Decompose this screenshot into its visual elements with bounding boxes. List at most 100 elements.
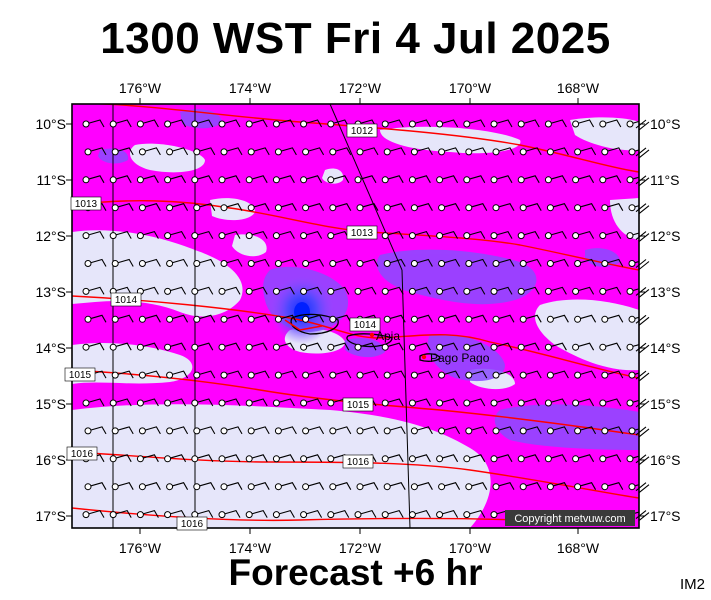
wind-barb: [302, 482, 325, 491]
lat-label: 12°S: [35, 228, 66, 244]
wind-barb: [601, 258, 624, 267]
wind-barb: [220, 147, 243, 156]
svg-text:1014: 1014: [354, 320, 377, 331]
wind-barb: [463, 342, 486, 351]
wind-barb: [82, 175, 105, 184]
wind-barb: [599, 398, 622, 407]
wind-barb: [381, 342, 404, 351]
wind-barb: [463, 119, 486, 128]
wind-barb: [272, 286, 295, 295]
wind-barb: [302, 258, 325, 267]
lon-label: 174°W: [229, 80, 272, 96]
lon-label: 172°W: [339, 80, 382, 96]
edge-wind-barb: [635, 482, 650, 494]
wind-barb: [166, 482, 189, 491]
wind-barb: [164, 509, 187, 519]
wind-barb: [138, 482, 161, 491]
wind-barb: [109, 342, 132, 351]
wind-barb: [544, 119, 567, 128]
wind-barb: [109, 509, 132, 519]
wind-barb: [193, 482, 216, 491]
lat-labels-left: 10°S 11°S 12°S 13°S 14°S 15°S 16°S 17°S: [35, 116, 66, 524]
wind-barb: [463, 454, 486, 463]
wind-barb: [465, 147, 488, 156]
wind-barb: [218, 286, 241, 295]
wind-barb: [490, 175, 513, 184]
wind-barb: [572, 230, 595, 240]
wind-barb: [574, 258, 597, 267]
wind-barb: [193, 258, 216, 267]
wind-barb: [436, 175, 459, 184]
isobar-label: 1015: [342, 397, 374, 412]
wind-barb: [245, 230, 268, 240]
wind-barb: [136, 342, 159, 351]
wind-barb: [436, 286, 459, 295]
wind-barb: [82, 398, 105, 407]
lon-label: 176°W: [119, 540, 162, 556]
wind-barb: [408, 398, 431, 407]
wind-barb: [438, 314, 461, 323]
wind-barb: [408, 454, 431, 463]
wind-barb: [544, 342, 567, 351]
lon-label: 168°W: [557, 540, 600, 556]
wind-barb: [628, 315, 639, 323]
wind-barb: [329, 482, 352, 491]
wind-barb: [272, 230, 295, 240]
wind-barb: [519, 147, 542, 156]
wind-barb: [138, 314, 161, 323]
wind-barb: [274, 147, 297, 156]
wind-barb: [193, 314, 216, 323]
wind-barb: [599, 454, 622, 463]
wind-barb: [410, 147, 433, 156]
wind-barb: [436, 454, 459, 463]
wind-barb: [436, 509, 459, 519]
wind-barb: [245, 286, 268, 295]
wind-barb: [274, 426, 297, 435]
lat-label: 13°S: [35, 284, 66, 300]
wind-barb: [574, 147, 597, 156]
svg-text:1013: 1013: [75, 199, 98, 210]
wind-barb: [381, 509, 404, 519]
wind-barb: [82, 286, 105, 295]
isobar-label: 1013: [70, 196, 102, 211]
wind-barb: [572, 119, 595, 128]
wind-barb: [82, 342, 105, 351]
wind-barb: [436, 119, 459, 128]
wind-barb: [546, 482, 569, 491]
wind-barb: [517, 398, 540, 407]
wind-barb: [111, 147, 134, 156]
wind-barb: [300, 119, 323, 128]
wind-barb: [191, 230, 214, 240]
wind-barb: [381, 454, 404, 463]
copyright-text: Copyright metvuw.com: [514, 513, 625, 525]
map-frame: [71, 103, 640, 529]
isobar-label: 1014: [110, 292, 142, 307]
lon-label: 170°W: [449, 80, 492, 96]
lat-label: 10°S: [35, 116, 66, 132]
wind-barb: [218, 230, 241, 240]
wind-barb: [245, 454, 268, 463]
copyright-box: [505, 510, 635, 526]
wind-barbs: [82, 119, 639, 519]
wind-barb: [136, 175, 159, 184]
wind-barb: [408, 175, 431, 184]
wind-barb: [356, 482, 379, 491]
wind-barb: [383, 482, 406, 491]
lat-label: 17°S: [35, 508, 66, 524]
wind-barb: [220, 203, 243, 212]
wind-barb: [463, 230, 486, 240]
wind-barb: [109, 398, 132, 407]
edge-wind-barb: [635, 259, 650, 270]
wind-barb: [436, 398, 459, 407]
wind-barb: [109, 175, 132, 184]
wind-barb: [354, 509, 377, 519]
apia-label: Apia: [376, 329, 400, 343]
wind-barb: [166, 147, 189, 156]
lat-label: 15°S: [35, 396, 66, 412]
wind-barb: [572, 286, 595, 295]
wind-barb: [247, 203, 270, 212]
wind-barb: [272, 119, 295, 128]
isobar-label: 1012: [346, 123, 378, 138]
wind-barb: [111, 258, 134, 267]
wind-barb: [490, 342, 513, 351]
